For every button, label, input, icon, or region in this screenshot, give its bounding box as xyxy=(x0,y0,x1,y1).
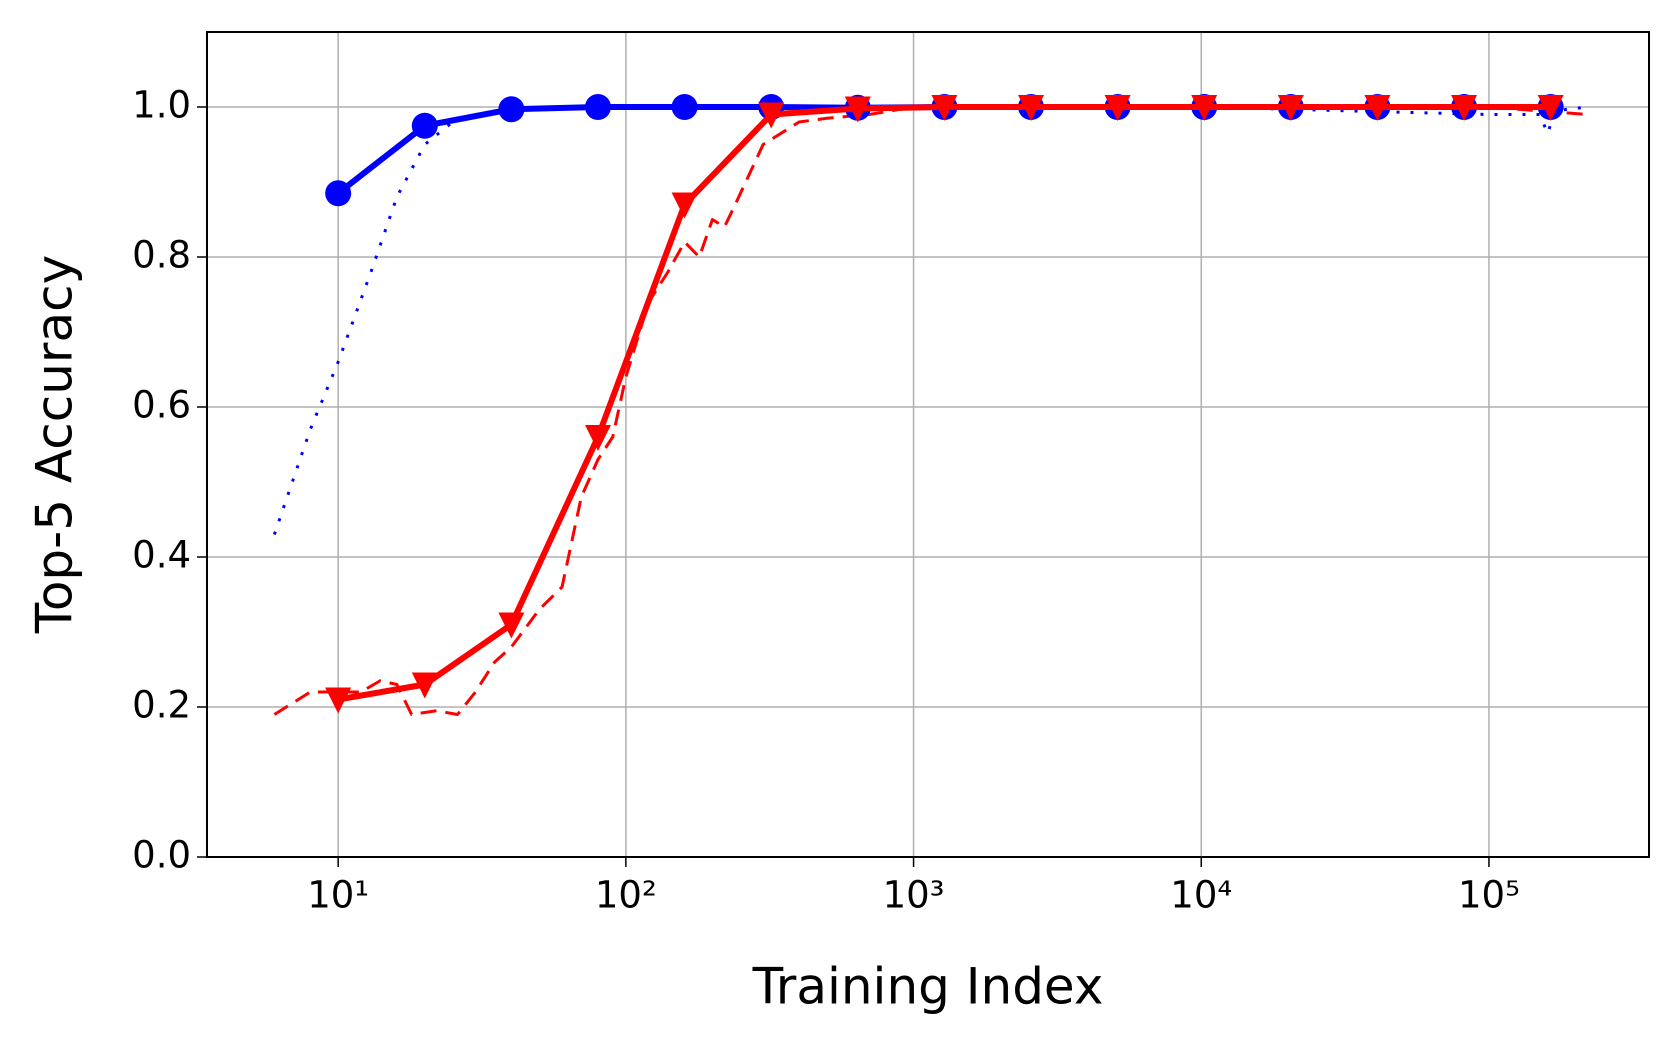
point-marker xyxy=(1364,95,1391,121)
point-marker xyxy=(411,112,438,139)
y-tick-label: 0.6 xyxy=(132,384,191,427)
point-marker xyxy=(1104,95,1131,121)
plot-frame xyxy=(206,31,1650,858)
point-marker xyxy=(325,687,352,714)
point-marker xyxy=(498,612,525,639)
point-marker xyxy=(584,94,611,120)
point-marker xyxy=(758,102,785,129)
point-marker xyxy=(1191,95,1218,121)
x-tick-label: 10⁴ xyxy=(1170,874,1232,917)
x-tick-label: 10⁵ xyxy=(1458,874,1520,917)
point-marker xyxy=(411,672,438,699)
point-marker xyxy=(498,96,525,123)
y-axis-label: Top-5 Accuracy xyxy=(26,255,84,634)
point-marker xyxy=(931,95,958,121)
x-tick-label: 10¹ xyxy=(307,874,369,917)
point-marker xyxy=(1277,95,1304,121)
y-tick-label: 0.2 xyxy=(132,684,191,727)
series-line xyxy=(273,105,1588,716)
point-marker xyxy=(1018,95,1045,121)
point-marker xyxy=(325,180,352,207)
series-line xyxy=(337,104,1551,703)
point-marker xyxy=(584,425,611,451)
point-marker xyxy=(844,96,871,123)
point-marker xyxy=(1451,95,1478,121)
x-tick-label: 10² xyxy=(595,874,657,917)
y-tick-label: 0.8 xyxy=(132,234,191,277)
y-tick-label: 0.4 xyxy=(132,534,191,577)
x-tick-label: 10³ xyxy=(883,874,945,917)
point-marker xyxy=(1537,95,1564,121)
series-line xyxy=(272,105,1588,535)
y-tick-label: 1.0 xyxy=(132,84,191,127)
y-tick-label: 0.0 xyxy=(132,834,191,877)
point-marker xyxy=(671,94,698,120)
x-axis-label: Training Index xyxy=(752,958,1104,1016)
point-marker xyxy=(671,192,698,219)
